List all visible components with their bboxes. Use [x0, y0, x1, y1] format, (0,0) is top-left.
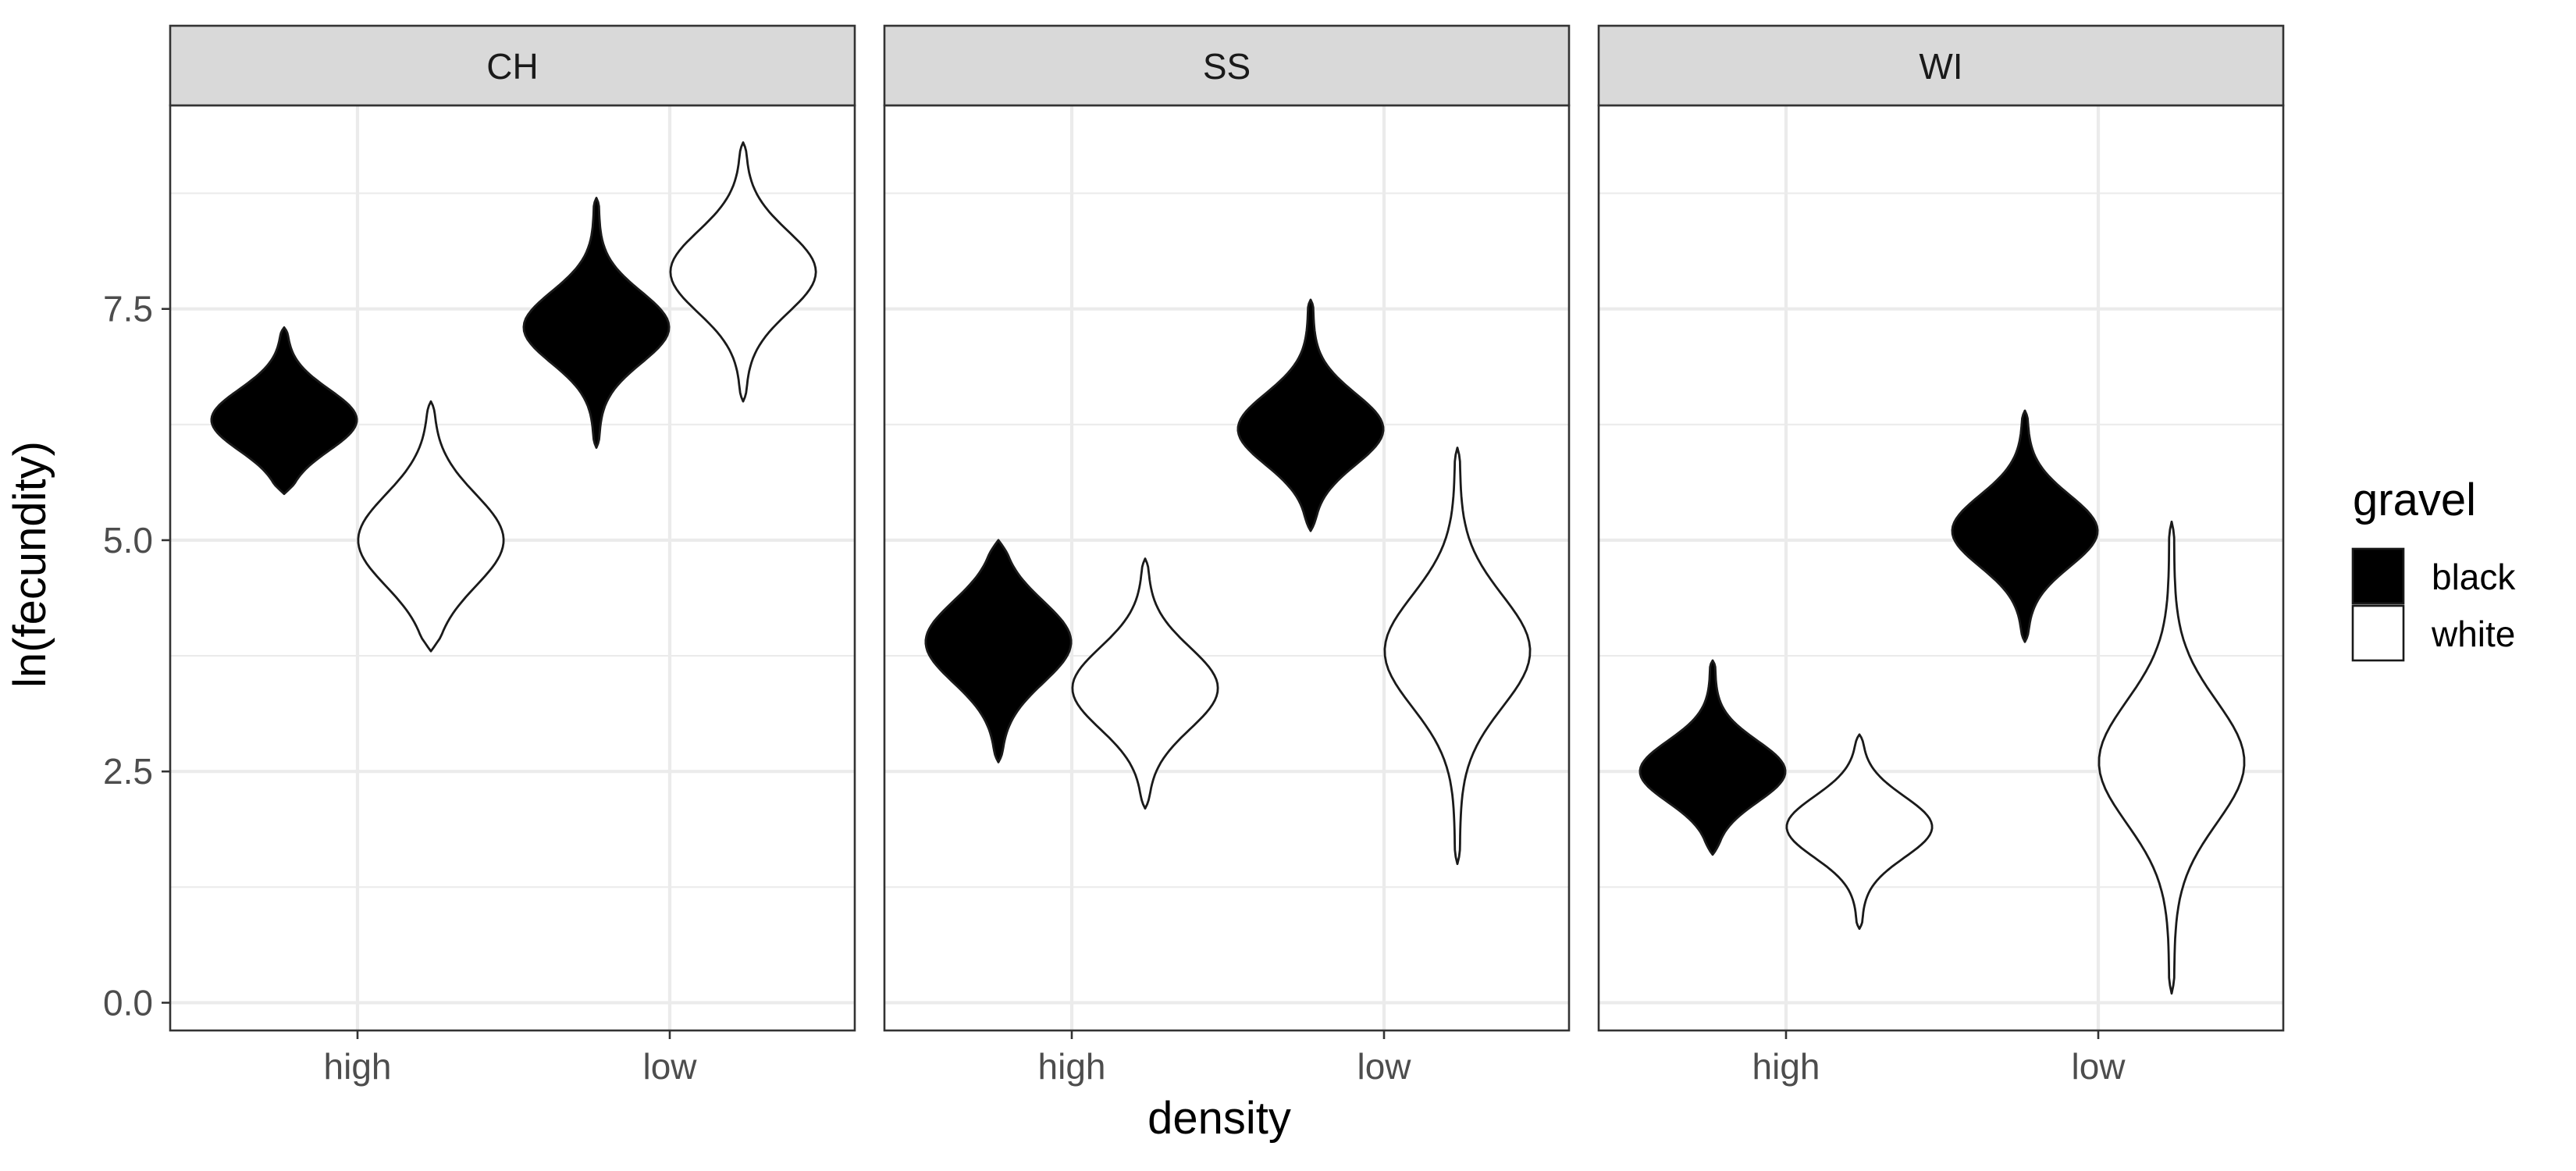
legend-label-white: white [2431, 614, 2515, 654]
strip-label-WI: WI [1919, 46, 1962, 87]
y-tick-label: 7.5 [103, 289, 153, 329]
panel-CH: high low CH [169, 24, 856, 1087]
violin-WI-low-white [2097, 520, 2246, 995]
violin-SS-low-white [1383, 447, 1532, 866]
violin-WI-high-white [1785, 733, 1934, 931]
panel-WI: high low WI [1597, 24, 2285, 1087]
legend-label-black: black [2432, 557, 2516, 597]
strip-label-CH: CH [486, 46, 538, 87]
legend-key-black [2351, 547, 2405, 605]
strip-background [169, 24, 856, 107]
x-tick-label-high: high [1038, 1046, 1106, 1087]
legend-title: gravel [2353, 475, 2476, 525]
x-tick-label-high: high [1752, 1046, 1820, 1087]
strip-label-SS: SS [1203, 46, 1251, 87]
violin-SS-high-black [924, 539, 1073, 763]
violin-WI-low-black [1951, 409, 2099, 643]
y-tick-label: 5.0 [103, 520, 153, 561]
y-tick-label: 2.5 [103, 751, 153, 792]
y-axis: 0.0 2.5 5.0 7.5 [103, 289, 170, 1023]
violin-CH-low-white [669, 141, 817, 403]
violin-CH-high-black [210, 326, 358, 496]
strip-background [1597, 24, 2285, 107]
violin-CH-low-black [522, 197, 671, 449]
x-tick-label-low: low [1357, 1046, 1411, 1087]
violin-SS-low-black [1236, 298, 1385, 532]
panel-SS: high low SS [883, 24, 1571, 1087]
x-tick-label-high: high [324, 1046, 392, 1087]
panels: high low CH high low SS high low WI [169, 24, 2285, 1087]
legend-key-white [2351, 604, 2405, 662]
legend: gravel black white [2351, 475, 2516, 662]
x-axis-title: density [1147, 1093, 1291, 1144]
x-tick-label-low: low [642, 1046, 697, 1087]
violin-CH-high-white [357, 400, 505, 653]
violin-WI-high-black [1638, 659, 1787, 856]
y-axis-title: ln(fecundity) [5, 441, 55, 688]
strip-background [883, 24, 1571, 107]
y-tick-label: 0.0 [103, 982, 153, 1023]
x-tick-label-low: low [2071, 1046, 2126, 1087]
violin-SS-high-white [1071, 557, 1219, 810]
